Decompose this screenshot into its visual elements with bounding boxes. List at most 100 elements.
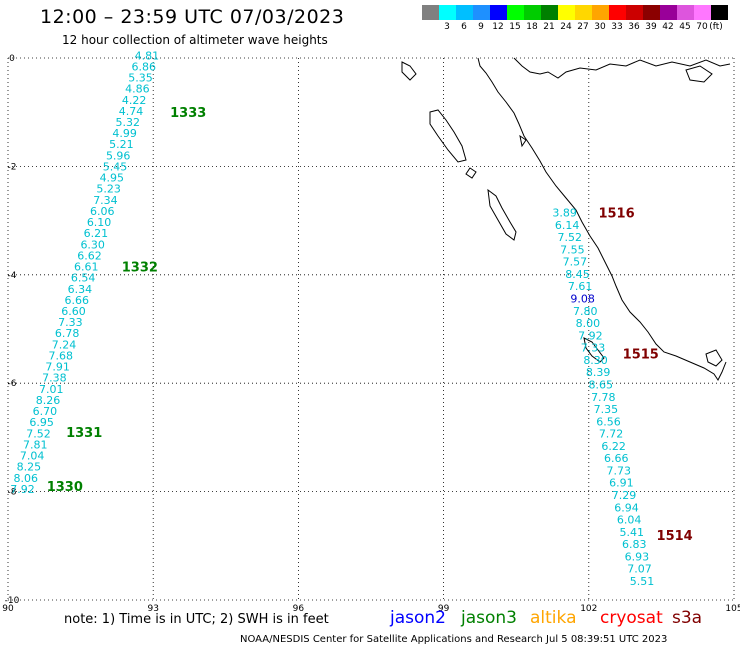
- wave-height-value: 4.81: [135, 49, 160, 62]
- scale-label: 42: [662, 22, 674, 32]
- wave-height-value: 7.92: [578, 329, 603, 342]
- scale-swatch: [558, 5, 575, 20]
- pass-number-label: 1332: [122, 261, 158, 276]
- scale-label: 36: [628, 22, 640, 32]
- wave-height-value: 5.96: [106, 149, 131, 162]
- wave-height-value: 7.92: [10, 483, 35, 496]
- scale-label: 6: [461, 22, 467, 32]
- wave-height-value: 6.91: [609, 477, 634, 490]
- satellite-legend-altika: altika: [530, 608, 577, 628]
- wave-height-value: 7.81: [23, 438, 48, 451]
- scale-unit: (ft): [709, 22, 723, 32]
- scale-label: 27: [577, 22, 589, 32]
- x-tick-label: 105: [725, 604, 740, 614]
- small-island-b: [465, 167, 477, 179]
- wave-height-value: 6.56: [596, 415, 621, 428]
- wave-height-value: 7.55: [560, 243, 585, 256]
- scale-swatch: [677, 5, 694, 20]
- pass-number-label: 1514: [657, 529, 693, 544]
- wave-height-value: 7.01: [39, 383, 64, 396]
- wave-height-value: 7.78: [591, 391, 616, 404]
- wave-height-value: 6.22: [601, 440, 626, 453]
- wave-height-value: 5.45: [103, 160, 128, 173]
- note-text: note: 1) Time is in UTC; 2) SWH is in fe…: [64, 612, 329, 627]
- lat-lon-grid: [7, 57, 735, 601]
- x-tick-label: 96: [293, 604, 305, 614]
- scale-label: 21: [543, 22, 555, 32]
- wave-height-value: 6.30: [80, 238, 105, 251]
- wave-height-value: 6.04: [617, 514, 642, 527]
- wave-height-value: 7.33: [581, 342, 606, 355]
- wave-height-value: 6.10: [87, 216, 112, 229]
- y-tick-label: -6: [8, 379, 17, 389]
- small-island-c: [519, 134, 527, 148]
- scale-swatch: [711, 5, 728, 20]
- wave-height-value: 8.25: [17, 461, 42, 474]
- map-frame: [7, 57, 735, 601]
- scale-label: 70: [696, 22, 708, 32]
- small-island-a: [401, 61, 417, 81]
- small-island-d: [705, 349, 723, 367]
- wave-height-value: 5.23: [96, 183, 121, 196]
- scale-label: 24: [560, 22, 572, 32]
- wave-height-value: 4.22: [122, 94, 147, 107]
- wave-height-value: 6.70: [33, 405, 58, 418]
- page-title: 12:00 – 23:59 UTC 07/03/2023: [40, 6, 345, 28]
- wave-height-value: 4.86: [125, 83, 150, 96]
- scale-swatch: [643, 5, 660, 20]
- wave-height-value: 7.52: [26, 427, 51, 440]
- wave-height-value: 9.08: [570, 292, 595, 305]
- x-tick-label: 99: [438, 604, 450, 614]
- scale-swatch: [524, 5, 541, 20]
- wave-height-value: 7.91: [45, 361, 70, 374]
- nias-island: [487, 188, 517, 241]
- wave-height-value: 6.06: [90, 205, 115, 218]
- wave-height-value: 7.35: [594, 403, 619, 416]
- scale-swatch: [575, 5, 592, 20]
- wave-height-value: 6.66: [604, 452, 629, 465]
- sumatra-coast: [477, 57, 727, 381]
- wave-height-value: 6.78: [55, 327, 80, 340]
- wave-height-value: 6.34: [68, 283, 93, 296]
- scale-label: 45: [679, 22, 691, 32]
- wave-height-value: 4.99: [112, 127, 137, 140]
- scale-label: 9: [478, 22, 484, 32]
- scale-swatch: [490, 5, 507, 20]
- satellite-legend-jason2: jason2: [390, 608, 446, 628]
- pass-number-label: 1333: [170, 106, 206, 121]
- scale-swatch: [609, 5, 626, 20]
- scale-label: 39: [645, 22, 657, 32]
- wave-height-values: 4.816.865.354.864.224.745.324.995.215.96…: [10, 49, 654, 588]
- wave-height-value: 7.34: [93, 194, 118, 207]
- wave-height-value: 7.68: [49, 349, 74, 362]
- scale-swatch: [473, 5, 490, 20]
- wave-height-value: 5.41: [619, 526, 644, 539]
- wave-height-value: 7.73: [607, 464, 632, 477]
- wave-height-value: 7.38: [42, 372, 67, 385]
- wave-height-value: 8.30: [583, 354, 608, 367]
- page-subtitle: 12 hour collection of altimeter wave hei…: [62, 33, 328, 47]
- scale-swatch: [422, 5, 439, 20]
- scale-swatch: [439, 5, 456, 20]
- scale-label: 15: [509, 22, 521, 32]
- x-tick-label: 93: [147, 604, 158, 614]
- wave-height-value: 8.45: [565, 268, 590, 281]
- scale-swatch: [541, 5, 558, 20]
- x-tick-label: 90: [2, 604, 14, 614]
- x-tick-label: 102: [580, 604, 597, 614]
- pass-number-label: 1516: [598, 206, 634, 221]
- wave-height-value: 6.62: [77, 249, 102, 262]
- satellite-legend-cryosat: cryosat: [600, 608, 663, 628]
- y-tick-label: 0: [9, 54, 15, 64]
- wave-height-value: 5.21: [109, 138, 134, 151]
- scale-swatch: [694, 5, 711, 20]
- scale-label: 12: [492, 22, 504, 32]
- sumatra-coast-north: [513, 57, 731, 79]
- wave-height-value: 8.65: [588, 378, 613, 391]
- scale-label: 3: [444, 22, 450, 32]
- siberut-island: [583, 337, 605, 363]
- satellite-legend-jason3: jason3: [461, 608, 517, 628]
- footer-credit: NOAA/NESDIS Center for Satellite Applica…: [240, 634, 668, 645]
- scale-label: 30: [594, 22, 606, 32]
